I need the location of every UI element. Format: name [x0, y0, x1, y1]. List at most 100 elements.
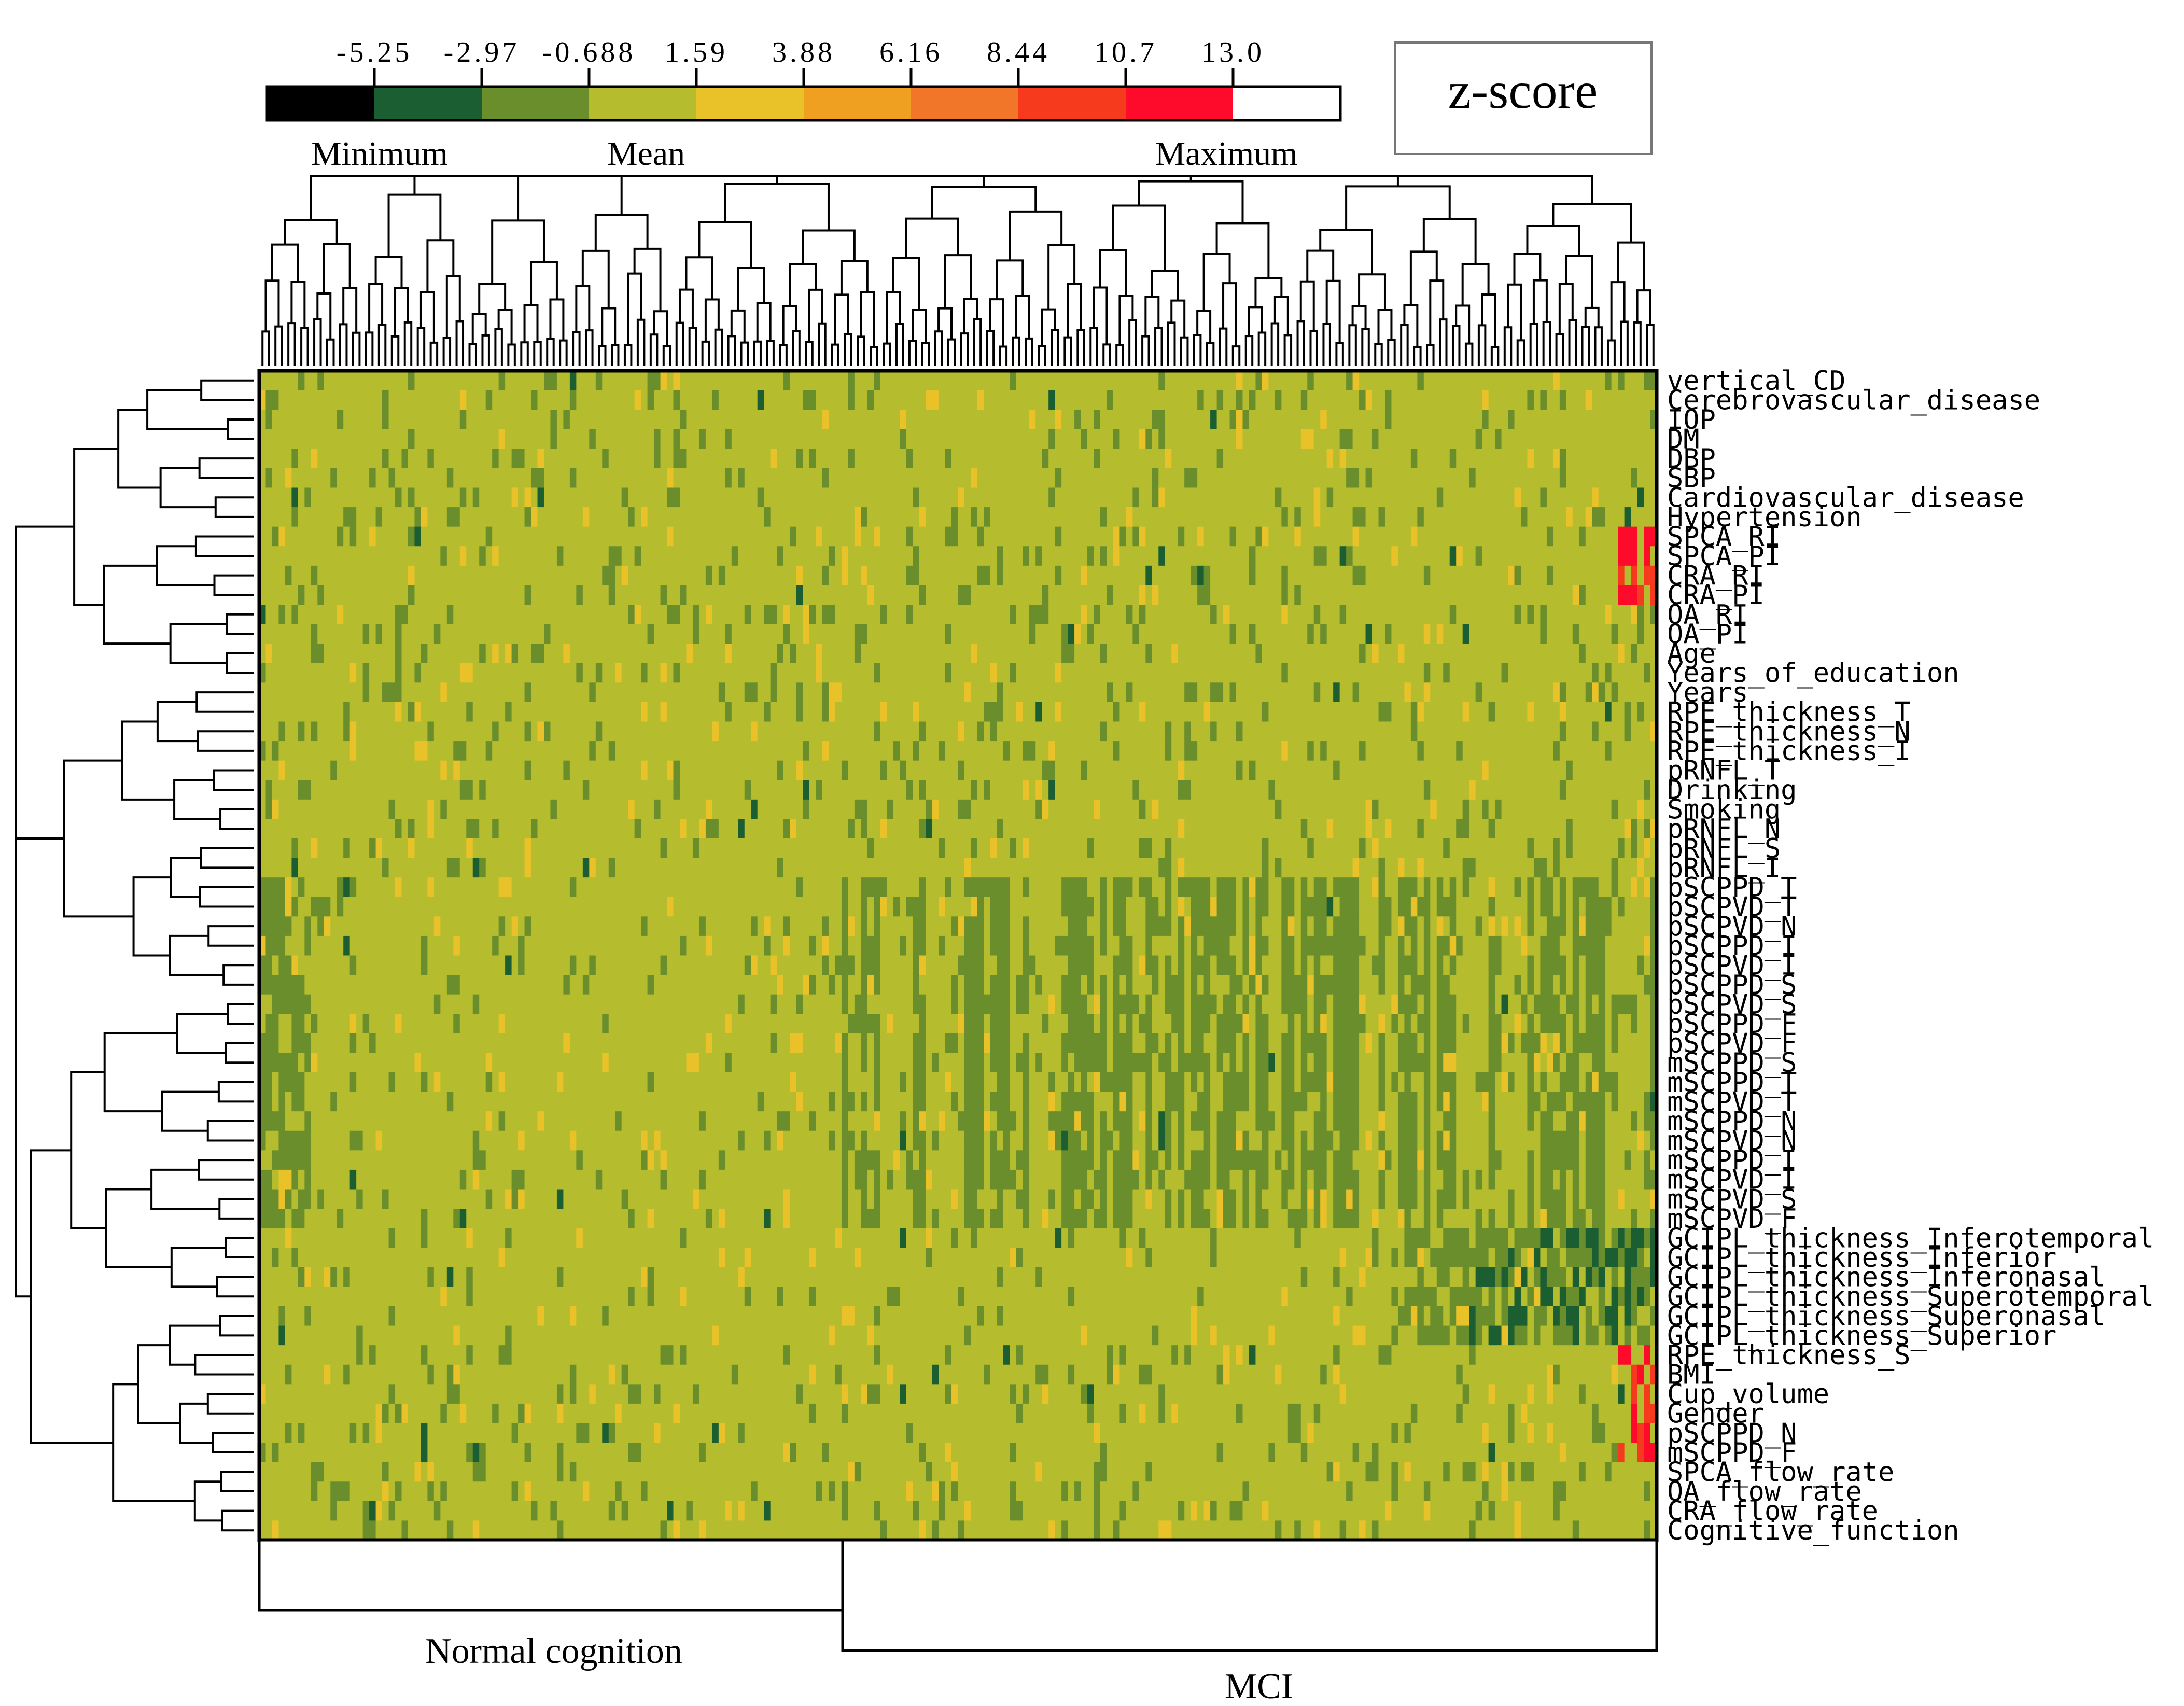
- heatmap-cell: [543, 644, 551, 664]
- heatmap-cell: [1417, 371, 1424, 391]
- heatmap-cell: [1501, 585, 1508, 605]
- heatmap-cell: [841, 605, 848, 625]
- heatmap-cell: [543, 605, 551, 625]
- heatmap-cell: [1010, 449, 1017, 469]
- heatmap-cell: [744, 682, 751, 703]
- heatmap-cell: [453, 760, 460, 780]
- heatmap-cell: [1197, 682, 1205, 703]
- heatmap-cell: [738, 449, 745, 469]
- heatmap-cell: [1391, 410, 1398, 430]
- heatmap-cell: [278, 663, 286, 683]
- heatmap-cell: [1546, 682, 1553, 703]
- heatmap-cell: [1469, 585, 1476, 605]
- heatmap-cell: [1572, 721, 1579, 742]
- heatmap-cell: [563, 449, 570, 469]
- heatmap-cell: [738, 526, 745, 547]
- heatmap-cell: [783, 741, 790, 761]
- heatmap-cell: [1391, 682, 1398, 703]
- heatmap-cell: [1145, 605, 1153, 625]
- heatmap-cell: [673, 468, 680, 488]
- heatmap-cell: [1223, 468, 1230, 488]
- dendrogram-link: [963, 298, 978, 334]
- heatmap-cell: [1475, 741, 1482, 761]
- heatmap-cell: [958, 390, 965, 410]
- heatmap-cell: [1404, 468, 1411, 488]
- heatmap-cell: [1074, 585, 1082, 605]
- heatmap-cell: [1631, 468, 1638, 488]
- heatmap-cell: [595, 644, 603, 664]
- heatmap-cell: [621, 507, 628, 527]
- heatmap-cell: [718, 644, 725, 664]
- heatmap-cell: [408, 760, 415, 780]
- heatmap-cell: [835, 721, 842, 742]
- heatmap-cell: [362, 468, 370, 488]
- heatmap-cell: [1223, 663, 1230, 683]
- heatmap-cell: [1287, 741, 1295, 761]
- heatmap-cell: [324, 585, 331, 605]
- heatmap-cell: [1456, 487, 1463, 508]
- heatmap-cell: [1061, 702, 1069, 722]
- heatmap-cell: [1404, 410, 1411, 430]
- heatmap-cell: [803, 702, 810, 722]
- heatmap-cell: [1520, 565, 1528, 586]
- dendrogram-link: [219, 808, 254, 830]
- heatmap-cell: [699, 526, 706, 547]
- heatmap-cell: [511, 780, 519, 800]
- heatmap-cell: [1281, 526, 1289, 547]
- heatmap-cell: [1637, 702, 1644, 722]
- heatmap-cell: [809, 741, 816, 761]
- heatmap-cell: [589, 371, 596, 391]
- heatmap-cell: [408, 449, 415, 469]
- heatmap-cell: [1384, 702, 1392, 722]
- heatmap-cell: [518, 780, 525, 800]
- dendrogram-link: [1409, 250, 1438, 305]
- dendrogram-link: [999, 345, 1008, 366]
- heatmap-cell: [634, 624, 641, 644]
- heatmap-cell: [1145, 702, 1153, 722]
- heatmap-cell: [265, 624, 273, 644]
- heatmap-cell: [349, 565, 357, 586]
- heatmap-cell: [291, 721, 299, 742]
- heatmap-cell: [1404, 663, 1411, 683]
- heatmap-cell: [1210, 390, 1217, 410]
- heatmap-cell: [1145, 760, 1153, 780]
- dendrogram-link: [1128, 319, 1137, 366]
- heatmap-cell: [1152, 721, 1159, 742]
- heatmap-cell: [1514, 663, 1521, 683]
- heatmap-cell: [1540, 760, 1547, 780]
- heatmap-cell: [1501, 487, 1508, 508]
- heatmap-cell: [628, 605, 635, 625]
- heatmap-cell: [1533, 429, 1541, 449]
- heatmap-cell: [285, 663, 292, 683]
- heatmap-cell: [867, 644, 874, 664]
- heatmap-cell: [1436, 624, 1444, 644]
- heatmap-cell: [757, 371, 764, 391]
- heatmap-cell: [285, 468, 292, 488]
- heatmap-cell: [1281, 390, 1289, 410]
- heatmap-cell: [563, 526, 570, 547]
- heatmap-cell: [1178, 390, 1185, 410]
- heatmap-cell: [408, 526, 415, 547]
- heatmap-cell: [1391, 624, 1398, 644]
- heatmap-cell: [492, 702, 499, 722]
- heatmap-cell: [1579, 371, 1586, 391]
- heatmap-cell: [647, 624, 654, 644]
- heatmap-cell: [1145, 468, 1153, 488]
- heatmap-cell: [1372, 390, 1379, 410]
- heatmap-cell: [679, 468, 687, 488]
- heatmap-cell: [692, 585, 700, 605]
- heatmap-cell: [1275, 644, 1282, 664]
- heatmap-cell: [382, 663, 389, 683]
- heatmap-cell: [1107, 702, 1114, 722]
- heatmap-cell: [848, 702, 855, 722]
- heatmap-cell: [731, 760, 738, 780]
- heatmap-cell: [1107, 487, 1114, 508]
- heatmap-cell: [1132, 410, 1140, 430]
- heatmap-cell: [1488, 605, 1495, 625]
- heatmap-cell: [880, 760, 887, 780]
- heatmap-cell: [1055, 585, 1062, 605]
- heatmap-cell: [874, 624, 881, 644]
- heatmap-cell: [783, 585, 790, 605]
- heatmap-cell: [459, 624, 467, 644]
- heatmap-cell: [718, 410, 725, 430]
